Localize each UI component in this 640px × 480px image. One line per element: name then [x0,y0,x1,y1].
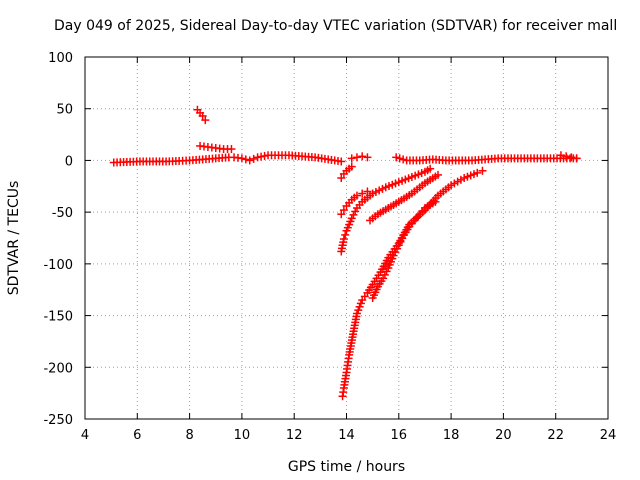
x-tick-label: 14 [338,428,355,443]
data-point-dip-medium [337,210,346,219]
data-point-dip-wide [396,237,405,246]
data-point-dip-medium [339,206,348,215]
x-tick-label: 16 [391,428,408,443]
y-tick-label: -150 [43,310,73,325]
data-point-dip-medium [352,191,361,200]
data-point-morning-upper [227,145,236,154]
data-points [109,105,581,401]
data-point-dip-return [434,170,443,179]
chart-title: Day 049 of 2025, Sidereal Day-to-day VTE… [54,18,617,34]
data-point-midday [245,156,254,165]
data-point-morning-spike [198,111,207,120]
data-point-dip-wide [431,197,440,206]
data-point-dip-wide [394,241,403,250]
data-point-afternoon-bump [347,154,356,163]
data-point-afternoon-bump [358,152,367,161]
x-tick-label: 22 [547,428,564,443]
data-point-midday [241,155,250,164]
x-tick-label: 20 [495,428,512,443]
y-tick-label: -50 [52,206,73,221]
y-tick-label: 100 [48,51,73,66]
data-point-dip-wide [389,251,398,260]
data-point-dip-steep [351,207,360,216]
data-point-morning-spike [201,116,210,125]
x-tick-label: 18 [443,428,460,443]
x-tick-label: 24 [600,428,617,443]
data-point-evening-baseline [392,153,401,162]
data-point-dip-short [347,162,356,171]
data-point-midday [249,154,258,163]
data-point-dip-steep [347,214,356,223]
data-point-late-cluster [562,152,571,161]
y-axis-label: SDTVAR / TECUs [6,181,22,296]
data-point-dip-steep [341,230,350,239]
data-point-dip-steep [426,164,435,173]
data-point-dip-short [337,174,346,183]
data-point-midday [237,154,246,163]
axis-ticks: 4 6 8 10 12 14 16 18 20 22 24 100 50 0 -50 -100 -150 -200… [43,51,616,443]
y-tick-label: -100 [43,258,73,273]
data-point-midday [337,157,346,166]
data-point-dip-steep [339,235,348,244]
data-point-dip-deep [478,166,487,175]
data-point-dip-wide [398,234,407,243]
y-tick-label: -250 [43,413,73,428]
data-point-dip-wide [382,267,391,276]
x-tick-label: 4 [81,428,89,443]
data-point-dip-wide [393,244,402,253]
x-tick-label: 6 [133,428,141,443]
data-point-evening-baseline [395,154,404,163]
y-tick-label: -200 [43,361,73,376]
grid [85,57,608,419]
y-tick-label: 50 [56,103,73,118]
data-point-evening-baseline [399,155,408,164]
x-tick-label: 10 [234,428,251,443]
data-point-late-cluster [556,151,565,160]
data-point-afternoon-bump [363,153,372,162]
data-point-dip-deep [473,168,482,177]
x-tick-label: 12 [286,428,303,443]
x-axis-label: GPS time / hours [288,459,405,475]
data-point-afternoon-bump [352,153,361,162]
data-point-dip-steep [349,210,358,219]
data-point-dip-medium [358,189,367,198]
y-tick-label: 0 [65,154,73,169]
x-tick-label: 8 [185,428,193,443]
data-point-dip-wide [380,270,389,279]
data-point-dip-wide [391,248,400,257]
data-point-dip-wide [379,274,388,283]
data-point-late-cluster [572,154,581,163]
data-point-late-cluster [567,153,576,162]
